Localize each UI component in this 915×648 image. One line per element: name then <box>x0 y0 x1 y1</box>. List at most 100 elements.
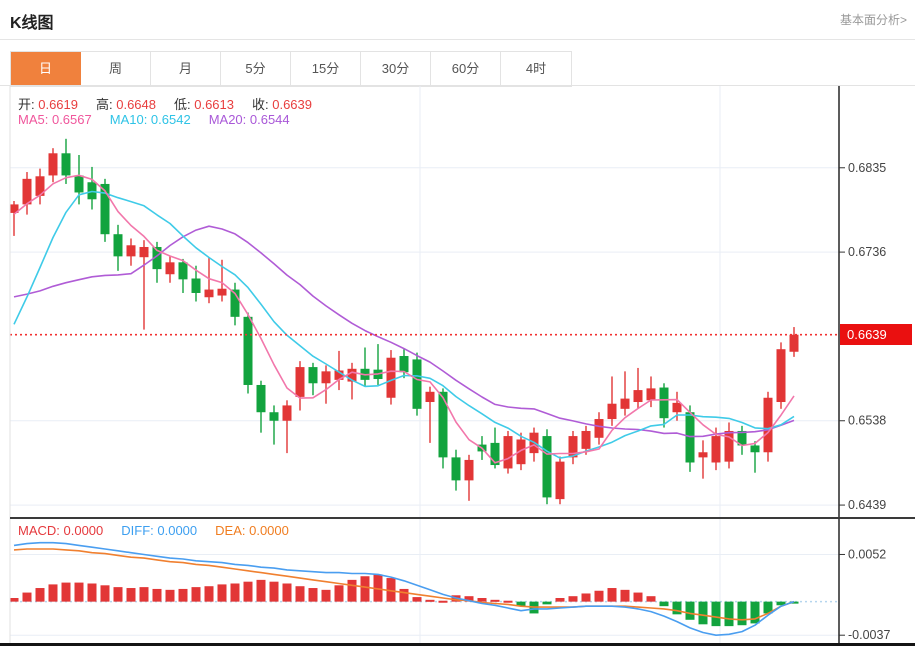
macd-bar <box>61 582 71 602</box>
tab-week[interactable]: 周 <box>81 52 151 86</box>
legend-item: 高: 0.6648 <box>96 97 156 112</box>
bottom-border <box>0 643 915 646</box>
macd-axis-label: -0.0037 <box>848 628 890 642</box>
candle <box>490 442 500 466</box>
candle <box>568 436 578 458</box>
macd-bar <box>685 601 695 620</box>
tab-5min[interactable]: 5分 <box>221 52 291 86</box>
candle <box>295 367 305 397</box>
tab-15min[interactable]: 15分 <box>291 52 361 86</box>
macd-bar <box>399 588 409 602</box>
candle <box>555 461 565 500</box>
macd-bar <box>607 588 617 602</box>
macd-bar <box>776 601 786 606</box>
diff-line <box>13 541 795 636</box>
legend-item: DEA: 0.0000 <box>215 523 289 538</box>
candle <box>48 153 58 176</box>
macd-bar <box>126 588 136 602</box>
macd-bar <box>646 596 656 602</box>
candle <box>74 175 84 193</box>
macd-bar <box>230 583 240 602</box>
panel-separator <box>10 517 915 519</box>
macd-bar <box>373 574 383 602</box>
tab-day[interactable]: 日 <box>11 52 81 86</box>
macd-bar <box>555 598 565 602</box>
macd-bar <box>516 601 526 607</box>
macd-bar <box>295 586 305 602</box>
legend-item: DIFF: 0.0000 <box>121 523 198 538</box>
macd-bar <box>490 599 500 602</box>
macd-bar <box>256 579 266 602</box>
macd-axis-label: 0.0052 <box>848 547 886 561</box>
candle <box>35 176 45 196</box>
candle <box>516 439 526 465</box>
ma-legend: MA5: 0.6567 MA10: 0.6542 MA20: 0.6544 <box>18 112 308 127</box>
candle <box>61 153 71 176</box>
candle <box>737 430 747 446</box>
macd-bar <box>113 587 123 602</box>
candle <box>152 246 162 270</box>
legend-item: MA10: 0.6542 <box>109 112 191 127</box>
tab-month[interactable]: 月 <box>151 52 221 86</box>
candle <box>347 368 357 382</box>
candle <box>217 288 227 296</box>
candle <box>139 246 149 258</box>
macd-bar <box>412 597 422 602</box>
macd-bar <box>698 601 708 625</box>
candle <box>711 436 721 463</box>
legend-item: MA5: 0.6567 <box>18 112 92 127</box>
candle <box>165 262 175 275</box>
macd-bar <box>633 592 643 602</box>
price-axis-label: 0.6835 <box>848 161 886 175</box>
candle <box>620 398 630 409</box>
candle <box>542 436 552 498</box>
macd-bar <box>737 601 747 626</box>
dea-line <box>13 548 795 621</box>
candle <box>789 334 799 352</box>
fundamental-analysis-link[interactable]: 基本面分析> <box>839 13 907 27</box>
macd-bar <box>477 598 487 602</box>
candle <box>607 403 617 420</box>
candle <box>113 234 123 257</box>
candle <box>308 367 318 384</box>
tabbar-divider <box>0 85 915 86</box>
candle <box>698 452 708 458</box>
candle <box>672 402 682 413</box>
candle <box>256 384 266 413</box>
macd-bar <box>724 601 734 627</box>
candle <box>594 419 604 438</box>
tab-4hour[interactable]: 4时 <box>501 52 571 86</box>
candle <box>100 183 110 235</box>
tab-30min[interactable]: 30分 <box>361 52 431 86</box>
macd-legend: MACD: 0.0000 DIFF: 0.0000 DEA: 0.0000 <box>18 523 307 538</box>
macd-bar <box>620 589 630 602</box>
candle <box>451 457 461 481</box>
macd-bar <box>763 601 773 614</box>
macd-bar <box>672 601 682 615</box>
macd-bar <box>750 601 760 624</box>
legend-item: 低: 0.6613 <box>174 97 234 112</box>
candle <box>633 390 643 403</box>
candle <box>386 357 396 398</box>
macd-bar <box>386 578 396 602</box>
macd-bar <box>711 601 721 627</box>
macd-bar <box>152 588 162 602</box>
macd-bar <box>191 587 201 602</box>
legend-item: 收: 0.6639 <box>252 97 312 112</box>
legend-item: 开: 0.6619 <box>18 97 78 112</box>
macd-bar <box>347 579 357 602</box>
candle <box>282 405 292 421</box>
macd-bar <box>48 584 58 602</box>
price-axis-label: 0.6736 <box>848 245 886 259</box>
tab-60min[interactable]: 60分 <box>431 52 501 86</box>
candle <box>126 245 136 257</box>
ma20-line <box>13 225 795 438</box>
widget-header: K线图 基本面分析> <box>0 0 915 40</box>
candle <box>334 370 344 380</box>
candle <box>321 371 331 384</box>
ohlc-legend: 开: 0.6619 高: 0.6648 低: 0.6613 收: 0.6639 <box>18 94 330 113</box>
candle <box>464 459 474 481</box>
candle <box>503 436 513 469</box>
candle <box>412 359 422 409</box>
